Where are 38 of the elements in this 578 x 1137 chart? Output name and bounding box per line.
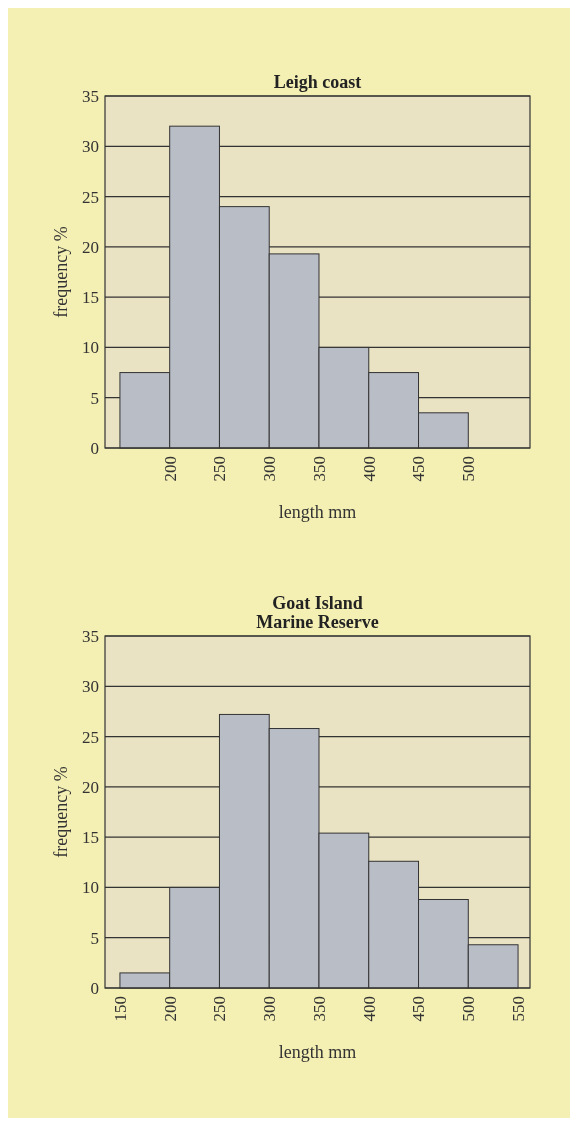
- x-tick-label: 250: [210, 996, 230, 1022]
- x-axis-title: length mm: [278, 502, 357, 522]
- y-tick-label: 15: [82, 288, 99, 308]
- x-tick-label: 550: [509, 996, 529, 1022]
- y-tick-label: 30: [82, 137, 99, 157]
- y-tick-label: 35: [82, 626, 99, 646]
- y-tick-label: 30: [82, 677, 99, 697]
- x-tick-label: 350: [309, 456, 329, 482]
- y-tick-label: 0: [90, 978, 99, 998]
- x-tick-label: 200: [160, 996, 180, 1022]
- y-tick-label: 20: [82, 777, 99, 797]
- x-axis-title: length mm: [278, 1042, 357, 1062]
- chart-title: Goat Island Marine Reserve: [256, 593, 379, 632]
- y-tick-label: 15: [82, 828, 99, 848]
- y-tick-label: 35: [82, 86, 99, 106]
- x-tick-label: 200: [160, 456, 180, 482]
- y-tick-label: 25: [82, 187, 99, 207]
- y-axis-title: frequency %: [51, 766, 71, 858]
- chart-title: Leigh coast: [273, 72, 362, 92]
- y-tick-label: 0: [90, 438, 99, 458]
- y-tick-label: 20: [82, 237, 99, 257]
- y-tick-label: 10: [82, 878, 99, 898]
- x-tick-label: 400: [359, 456, 379, 482]
- x-tick-label: 450: [409, 456, 429, 482]
- x-tick-label: 300: [260, 456, 280, 482]
- x-tick-label: 350: [309, 996, 329, 1022]
- y-tick-label: 10: [82, 338, 99, 358]
- x-tick-label: 150: [110, 996, 130, 1022]
- x-tick-label: 500: [459, 456, 479, 482]
- y-axis-title: frequency %: [51, 226, 71, 318]
- x-tick-label: 450: [409, 996, 429, 1022]
- y-tick-label: 25: [82, 727, 99, 747]
- x-tick-label: 300: [260, 996, 280, 1022]
- x-tick-label: 250: [210, 456, 230, 482]
- x-tick-label: 500: [459, 996, 479, 1022]
- y-tick-label: 5: [90, 388, 99, 408]
- x-tick-label: 400: [359, 996, 379, 1022]
- y-tick-label: 5: [90, 928, 99, 948]
